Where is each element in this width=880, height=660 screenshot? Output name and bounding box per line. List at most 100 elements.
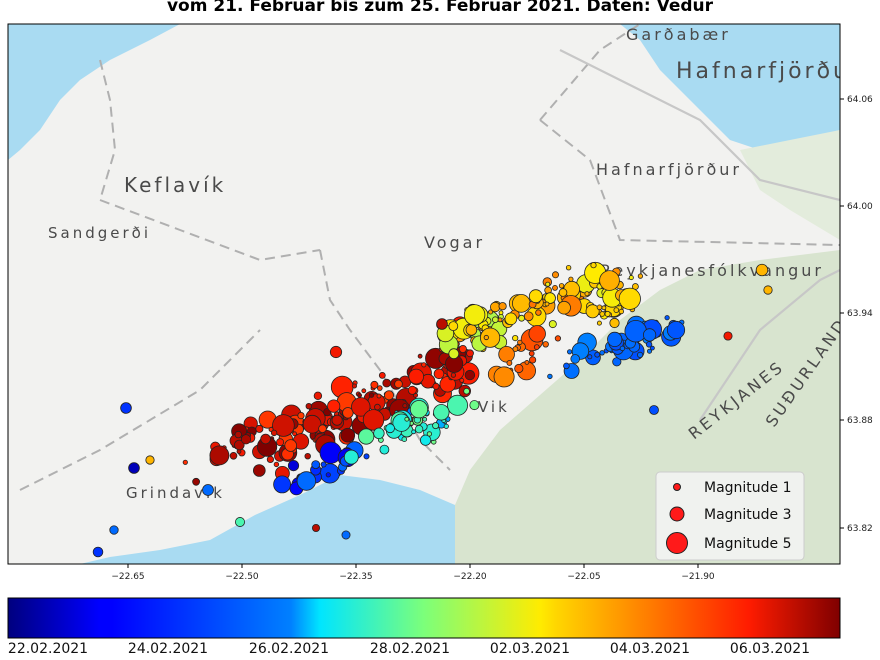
road-lines (559, 49, 840, 421)
earthquake-marker (604, 310, 611, 317)
earthquake-marker (601, 305, 607, 311)
earthquake-marker (518, 314, 525, 322)
earthquake-marker (392, 413, 411, 432)
colorbar-label: 26.02.2021 (248, 641, 330, 657)
earthquake-marker (483, 334, 489, 341)
earthquake-marker (432, 382, 440, 390)
earthquake-marker (329, 345, 343, 359)
earthquake-marker (552, 271, 560, 279)
colorbar-label: 04.03.2021 (609, 641, 691, 657)
earthquake-marker (590, 262, 597, 269)
earthquake-marker (512, 334, 519, 342)
legend-marker-magnitude-5 (666, 532, 688, 554)
place-label: Vogar (424, 233, 485, 252)
earthquake-marker (599, 311, 605, 317)
earthquake-marker (554, 335, 562, 342)
earthquake-marker (584, 291, 590, 297)
earthquake-marker (624, 320, 647, 343)
earthquake-marker (446, 394, 468, 416)
legend-marker-magnitude-3 (669, 506, 685, 522)
earthquake-marker (511, 294, 531, 313)
earthquake-marker (464, 369, 476, 381)
legend-marker-magnitude-1 (673, 483, 681, 491)
earthquake-marker (409, 400, 429, 419)
earthquake-marker (302, 414, 322, 434)
earthquake-marker (276, 438, 285, 447)
earthquake-marker (599, 270, 620, 291)
earthquake-marker (649, 405, 659, 415)
x-axis: −22.65 −22.50 −22.35 −22.20 −22.05 −21.9… (111, 564, 715, 582)
earthquake-marker (402, 403, 408, 409)
earthquake-marker (311, 460, 321, 470)
y-tick-label: 64.00 (847, 202, 873, 212)
place-label: Vik (478, 398, 510, 416)
earthquake-marker (523, 311, 534, 322)
earthquake-marker (465, 324, 478, 336)
earthquake-marker (229, 451, 238, 460)
earthquake-marker (570, 354, 580, 364)
earthquake-marker (260, 433, 271, 445)
earthquake-marker (594, 351, 601, 358)
earthquake-marker (313, 391, 323, 400)
earthquake-marker (596, 304, 603, 311)
colorbar-label: 06.03.2021 (729, 641, 811, 657)
earthquake-marker (234, 439, 245, 451)
earthquake-marker (373, 427, 385, 440)
place-label: Garðabær (626, 25, 731, 44)
earthquake-marker (414, 425, 424, 434)
earthquake-marker (599, 350, 605, 356)
map-title: vom 21. Februar bis zum 25. Februar 2021… (166, 0, 714, 16)
earthquake-marker (568, 276, 574, 282)
earthquake-marker (358, 428, 375, 445)
earthquake-marker (548, 320, 557, 329)
earthquake-marker (469, 400, 480, 411)
earthquake-marker (637, 273, 644, 279)
earthquake-marker (297, 411, 305, 420)
earthquake-marker (192, 477, 201, 486)
legend: Magnitude 1 Magnitude 3 Magnitude 5 (655, 471, 805, 561)
earthquake-marker (587, 354, 593, 360)
earthquake-marker (542, 341, 549, 348)
earthquake-marker (270, 429, 278, 437)
earthquake-marker (497, 317, 503, 323)
place-label: Grindavík (126, 484, 225, 502)
earthquake-marker (458, 344, 467, 353)
legend-label: Magnitude 3 (704, 507, 792, 523)
earthquake-marker (432, 422, 440, 430)
earthquake-marker (647, 348, 653, 354)
earthquake-marker (533, 344, 540, 351)
earthquake-marker (362, 409, 385, 431)
earthquake-marker (613, 307, 620, 313)
earthquake-marker (463, 387, 470, 395)
earthquake-marker (240, 434, 252, 445)
earthquake-marker (370, 380, 379, 389)
earthquake-marker (528, 289, 543, 304)
earthquake-marker (378, 371, 386, 379)
place-label: Keflavík (124, 173, 226, 197)
map-frame (7, 23, 841, 565)
earthquake-marker (401, 436, 408, 443)
place-label: Hafnarfjörður (676, 59, 862, 84)
x-tick-label: −22.20 (453, 572, 487, 582)
earthquake-marker (493, 366, 515, 388)
earthquake-marker (296, 471, 317, 491)
earthquake-marker (490, 301, 501, 313)
colorbar-gradient (7, 597, 841, 639)
earthquake-marker (448, 348, 460, 360)
earthquake-marker (558, 288, 568, 297)
earthquake-marker (284, 439, 298, 452)
earthquake-marker (363, 453, 370, 460)
earthquake-marker (618, 287, 641, 310)
x-tick-label: −22.50 (225, 572, 259, 582)
earthquake-marker (361, 388, 367, 394)
earthquake-marker (506, 360, 513, 366)
earthquake-marker (512, 346, 519, 353)
legend-box (655, 471, 805, 561)
earthquake-marker (666, 320, 686, 340)
earthquake-marker (109, 525, 119, 535)
earthquake-marker (433, 404, 450, 421)
y-tick-label: 64.06 (847, 95, 873, 105)
earthquake-marker (528, 325, 546, 343)
earthquake-marker (596, 320, 602, 326)
